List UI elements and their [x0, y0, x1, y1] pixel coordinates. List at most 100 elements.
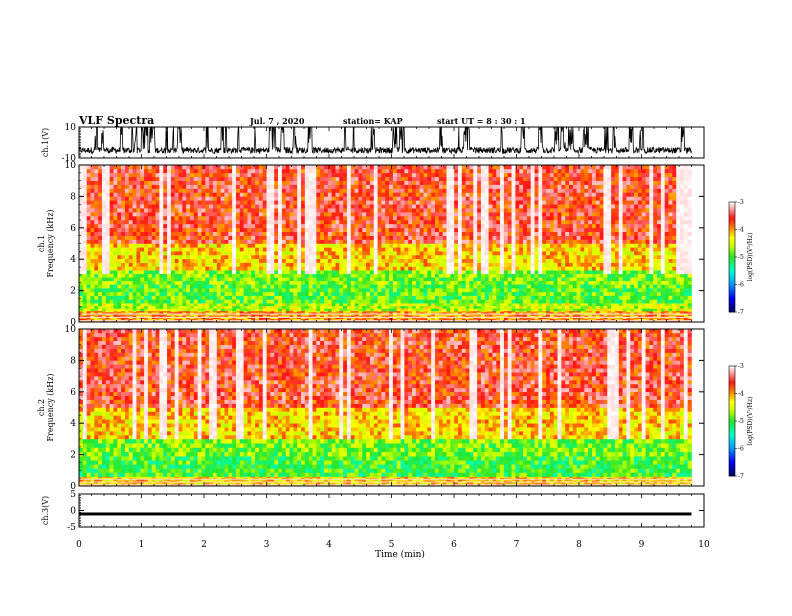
- spec1-cell: [358, 244, 362, 248]
- spec1-cell: [374, 204, 378, 208]
- spec1-cell: [228, 288, 232, 292]
- spec1-cell: [198, 266, 202, 270]
- spec1-cell: [247, 189, 251, 193]
- spec1-cell: [255, 232, 259, 236]
- spec1-cell: [171, 244, 175, 248]
- spec1-cell: [424, 284, 428, 288]
- spec1-cell: [450, 292, 454, 296]
- spec1-cell: [316, 292, 320, 296]
- spec1-cell: [205, 236, 209, 240]
- spec1-cell: [167, 274, 171, 278]
- spec1-cell: [454, 277, 458, 281]
- spec1-cell: [381, 177, 385, 181]
- spec1-cell: [179, 244, 183, 248]
- spec1-cell: [148, 240, 152, 244]
- spec1-cell: [87, 284, 91, 288]
- spec1-cell: [136, 255, 140, 259]
- spec1-cell: [94, 208, 98, 212]
- spec1-cell: [129, 259, 133, 263]
- spec1-cell: [121, 281, 125, 285]
- spec1-cell: [401, 177, 405, 181]
- spec1-cell: [179, 277, 183, 281]
- spec1-cell: [343, 200, 347, 204]
- spec1-cell: [98, 308, 102, 311]
- spec1-cell: [355, 303, 359, 306]
- spec1-cell: [251, 224, 255, 228]
- spec1-cell: [358, 240, 362, 244]
- spec1-cell: [152, 259, 156, 263]
- spec1-cell: [209, 177, 213, 181]
- spec1-cell: [263, 216, 267, 220]
- spec1-cell: [301, 181, 305, 185]
- spec1-cell: [316, 306, 320, 309]
- spec1-cell: [102, 274, 106, 278]
- spec1-cell: [228, 270, 232, 274]
- spec1-cell: [370, 177, 374, 181]
- spec1-cell: [163, 277, 167, 281]
- spec1-cell: [339, 173, 343, 177]
- spec1-cell: [389, 181, 393, 185]
- spec1-cell: [94, 165, 98, 169]
- spec1-cell: [267, 284, 271, 288]
- spec1-cell: [209, 173, 213, 177]
- spec1-cell: [381, 189, 385, 193]
- spec1-cell: [355, 263, 359, 267]
- spec1-cell: [347, 281, 351, 285]
- spec1-cell: [136, 224, 140, 228]
- spec1-cell: [228, 263, 232, 267]
- spec1-cell: [335, 169, 339, 173]
- spec1-cell: [339, 196, 343, 200]
- spec1-cell: [381, 173, 385, 177]
- spec1-cell: [148, 192, 152, 196]
- spec1-cell: [156, 263, 160, 267]
- spec1-cell: [129, 288, 133, 292]
- spec1-cell: [79, 181, 83, 185]
- spec1-cell: [450, 281, 454, 285]
- spec1-cell: [282, 185, 286, 189]
- spec1-cell: [408, 247, 412, 251]
- spec1-cell: [443, 308, 447, 311]
- spec1-cell: [270, 216, 274, 220]
- spec1-cell: [228, 216, 232, 220]
- spec1-cell: [98, 274, 102, 278]
- spec1-cell: [401, 189, 405, 193]
- spec1-cell: [424, 255, 428, 259]
- spec1-cell: [186, 296, 190, 300]
- spec1-cell: [186, 173, 190, 177]
- spec1-cell: [412, 251, 416, 255]
- spec1-cell: [247, 299, 251, 303]
- spec1-cell: [186, 281, 190, 285]
- spec1-cell: [194, 189, 198, 193]
- spec1-cell: [83, 247, 87, 251]
- spec1-cell: [106, 177, 110, 181]
- spec1-cell: [355, 296, 359, 300]
- spec1-cell: [297, 255, 301, 259]
- spec1-cell: [240, 173, 244, 177]
- spec1-cell: [167, 251, 171, 255]
- spec1-cell: [381, 247, 385, 251]
- spec1-cell: [144, 177, 148, 181]
- spec1-cell: [270, 196, 274, 200]
- spec1-cell: [190, 299, 194, 303]
- spec1-cell: [217, 274, 221, 278]
- spec1-cell: [136, 220, 140, 224]
- spec1-cell: [251, 303, 255, 306]
- spec1-cell: [190, 270, 194, 274]
- spec1-cell: [355, 181, 359, 185]
- spec1-cell: [98, 177, 102, 181]
- spec1-cell: [98, 244, 102, 248]
- spec1-cell: [412, 224, 416, 228]
- spec1-cell: [263, 266, 267, 270]
- spec1-cell: [393, 212, 397, 216]
- spec1-cell: [83, 251, 87, 255]
- spec1-cell: [221, 192, 225, 196]
- spec1-cell: [328, 240, 332, 244]
- spec1-cell: [401, 208, 405, 212]
- spec1-cell: [404, 173, 408, 177]
- spec1-cell: [374, 299, 378, 303]
- spec1-cell: [232, 177, 236, 181]
- spec1-cell: [362, 255, 366, 259]
- spec1-cell: [447, 208, 451, 212]
- spec1-cell: [324, 270, 328, 274]
- spec1-cell: [202, 288, 206, 292]
